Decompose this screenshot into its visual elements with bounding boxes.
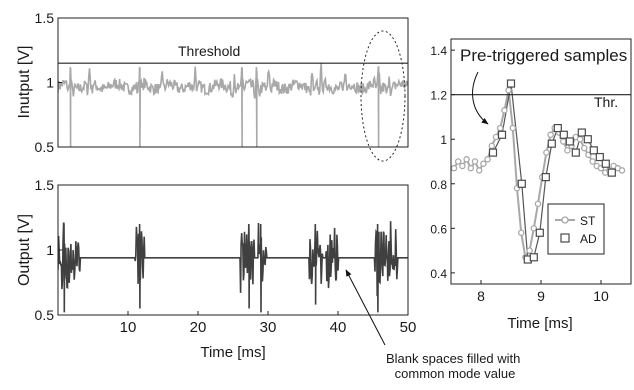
output-panel: 0.511.5 10 20 30 40 50 Output [V] Time [ms] … xyxy=(16,177,524,381)
output-ytick-label: 0.5 xyxy=(35,307,55,323)
zoom-series xyxy=(451,79,626,264)
ad-point xyxy=(583,135,592,144)
output-trace xyxy=(58,221,408,313)
st-point xyxy=(526,247,533,254)
ad-point xyxy=(601,159,610,168)
st-point xyxy=(559,138,567,145)
st-point xyxy=(480,160,487,167)
st-point xyxy=(576,135,584,143)
input-ytick-label: 1.5 xyxy=(35,10,55,26)
ad-point xyxy=(565,137,574,146)
zoom-xticks: 8 9 10 xyxy=(477,280,609,304)
legend-st-marker xyxy=(561,216,569,224)
st-point xyxy=(534,200,542,208)
st-point xyxy=(505,86,512,94)
st-point xyxy=(475,167,483,174)
zoom-panel: Thr. Pre-triggered samples 0.4 0.6 0.8 1 1.2… xyxy=(430,38,632,332)
output-ytick-label: 1.5 xyxy=(35,177,55,193)
zoom-xtick-label: 9 xyxy=(537,288,545,304)
ad-point xyxy=(488,148,498,157)
zoom-legend: ST AD xyxy=(547,203,605,255)
input-ytick-label: 0.5 xyxy=(35,139,55,155)
st-point xyxy=(467,164,475,172)
output-xlabel: Time [ms] xyxy=(200,344,265,361)
st-point xyxy=(509,124,517,132)
zoom-ytick-label: 0.8 xyxy=(430,178,447,192)
output-xtick-label: 20 xyxy=(190,319,207,336)
output-xtick-label: 10 xyxy=(120,319,137,336)
ad-point xyxy=(541,172,550,182)
ad-point xyxy=(517,179,526,188)
ad-point xyxy=(529,253,538,262)
input-yticks: 0.5 1 1.5 xyxy=(35,10,62,155)
st-point xyxy=(517,229,525,237)
st-point xyxy=(580,144,588,152)
ad-point xyxy=(595,152,604,162)
input-panel: Threshold 0.5 1 1.5 Inutput [V] xyxy=(16,10,409,162)
st-point xyxy=(492,133,500,141)
st-point xyxy=(471,158,479,165)
st-point xyxy=(543,149,550,156)
input-plot-frame xyxy=(57,17,409,148)
blank-annotation-arrow xyxy=(345,269,386,346)
st-point xyxy=(484,156,491,163)
st-point xyxy=(589,158,596,165)
zoom-ytick-label: 1 xyxy=(440,133,447,147)
ad-markers xyxy=(488,79,616,264)
dotted-ellipse xyxy=(360,30,406,162)
ad-point xyxy=(571,148,580,157)
zoom-xtick-label: 8 xyxy=(477,288,485,304)
ad-point xyxy=(607,168,616,177)
output-xtick-label: 40 xyxy=(330,319,347,336)
zoom-ytick-label: 1.4 xyxy=(430,44,447,58)
ad-point xyxy=(547,139,556,148)
st-point xyxy=(488,142,496,150)
output-xtick-label: 30 xyxy=(260,319,277,336)
zoom-ytick-label: 0.4 xyxy=(430,267,447,281)
zoom-xtick-label: 10 xyxy=(593,288,609,304)
output-xticks: 10 20 30 40 50 xyxy=(120,311,417,336)
ad-point xyxy=(506,79,516,88)
st-point xyxy=(463,156,470,163)
ad-point xyxy=(589,146,598,155)
output-ytick-label: 1 xyxy=(46,242,54,258)
zoom-ytick-label: 1.2 xyxy=(430,89,447,103)
output-series xyxy=(58,221,408,313)
zoom-xlabel: Time [ms] xyxy=(507,315,572,332)
pretrigger-label: Pre-triggered samples xyxy=(460,46,627,65)
st-point xyxy=(530,225,538,232)
st-point xyxy=(451,164,458,172)
ad-point xyxy=(577,128,586,137)
ad-point xyxy=(497,130,507,139)
threshold-label: Threshold xyxy=(178,43,240,59)
legend-ad-marker xyxy=(560,233,570,243)
st-point xyxy=(564,147,571,154)
ad-point xyxy=(535,228,544,237)
st-point xyxy=(501,107,508,114)
st-point xyxy=(496,124,504,132)
blank-annotation-text: Blank spaces filled with common mode val… xyxy=(386,351,524,381)
st-point xyxy=(618,167,626,174)
output-yticks: 0.5 1 1.5 xyxy=(35,177,62,323)
input-ytick-label: 1 xyxy=(46,75,54,91)
thr-label: Thr. xyxy=(594,94,618,110)
output-ylabel: Output [V] xyxy=(16,214,33,286)
pretrigger-arrow xyxy=(472,71,489,125)
ad-point xyxy=(559,130,568,139)
output-xtick-label: 50 xyxy=(400,319,417,336)
zoom-yticks: 0.4 0.6 0.8 1 1.2 1.4 xyxy=(430,44,455,281)
zoom-ytick-label: 0.6 xyxy=(430,222,447,236)
legend-box xyxy=(547,203,605,255)
legend-st-label: ST xyxy=(580,214,596,228)
input-trace xyxy=(58,63,408,147)
legend-ad-label: AD xyxy=(580,232,597,246)
ad-point xyxy=(553,123,562,133)
st-point xyxy=(454,158,462,165)
input-series xyxy=(58,63,408,147)
st-point xyxy=(547,131,554,139)
input-ylabel: Inutput [V] xyxy=(16,46,33,119)
st-point xyxy=(459,162,466,170)
output-plot-frame xyxy=(57,184,409,316)
